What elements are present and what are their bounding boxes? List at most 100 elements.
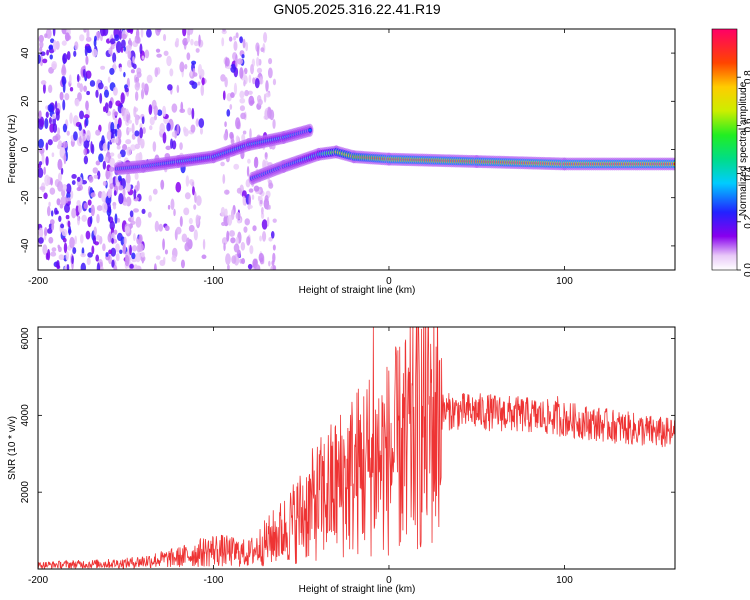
- spectrogram-noise-cell: [136, 244, 142, 253]
- spectrogram-noise-cell: [135, 216, 142, 228]
- spectrogram-noise-cell: [159, 122, 166, 135]
- spectrogram-noise-cell: [239, 105, 246, 112]
- spectrogram-noise-cell: [51, 60, 58, 70]
- spectrogram-noise-cell: [248, 95, 255, 107]
- spectrogram-noise-cell: [117, 175, 122, 182]
- spectrogram-noise-cell: [222, 90, 226, 101]
- spectrogram-noise-cell: [107, 76, 111, 83]
- spectrogram-noise-cell: [126, 44, 132, 52]
- spectrogram-noise-cell: [109, 67, 115, 75]
- spectrogram-noise-cell: [181, 233, 188, 243]
- spectrogram-panel: -200 -100 0 100 40 20 0 -20 -40 Height of strai…: [7, 28, 676, 296]
- spectrogram-noise-cell: [100, 266, 104, 270]
- spectrogram-noise-cell: [221, 237, 228, 245]
- spectrogram-noise-cell: [272, 252, 276, 263]
- spectrogram-noise-cell: [188, 224, 195, 232]
- spectrogram-noise-cell: [83, 148, 87, 156]
- spectrogram-noise-cell: [240, 241, 246, 251]
- spectrogram-noise-cell: [56, 143, 62, 150]
- spectrogram-noise-cell: [39, 46, 43, 52]
- spectrogram-noise-cell: [132, 208, 139, 213]
- spectrogram-noise-cell: [105, 169, 111, 180]
- spectrogram-noise-cell: [85, 70, 92, 79]
- spectrogram-noise-cell: [95, 89, 99, 99]
- spectrogram-noise-cell: [94, 241, 100, 246]
- spectrogram-noise-cell: [68, 228, 72, 234]
- spectrogram-noise-cell: [134, 114, 139, 126]
- spectrogram-noise-cell: [249, 245, 254, 255]
- spectrogram-noise-cell: [141, 116, 145, 125]
- spectrogram-noise-cell: [248, 194, 252, 207]
- spectrogram-noise-cell: [43, 166, 46, 175]
- spectrogram-noise-cell: [235, 117, 241, 130]
- spectrogram-noise-cell: [66, 197, 72, 202]
- spectrogram-noise-cell: [85, 230, 91, 240]
- spectrogram-noise-cell: [45, 111, 49, 119]
- spectrogram-noise-cell: [230, 139, 235, 145]
- spectrogram-noise-cell: [123, 46, 126, 52]
- spectrogram-noise-cell: [264, 194, 269, 203]
- spectrogram-noise-cell: [42, 244, 48, 255]
- spectrogram-noise-cell: [73, 131, 78, 141]
- spectrogram-noise-cell: [170, 138, 174, 149]
- spectrogram-noise-cell: [164, 225, 170, 232]
- spectrogram-noise-cell: [153, 263, 157, 270]
- colorbar-tick-label: 0.6: [743, 118, 750, 132]
- spectrogram-noise-cell: [90, 192, 96, 198]
- spectrogram-noise-cell: [239, 67, 244, 79]
- spectrogram-noise-cell: [86, 130, 91, 142]
- spectrogram-noise-cell: [268, 58, 273, 65]
- spectrogram-noise-cell: [52, 29, 56, 37]
- spectrogram-noise-cell: [118, 185, 124, 191]
- spectrogram-noise-cell: [91, 245, 95, 255]
- spectrogram-noise-cell: [133, 189, 137, 200]
- spectrogram-noise-cell: [224, 208, 228, 217]
- spectrogram-noise-cell: [118, 29, 123, 40]
- spectrogram-noise-cell: [225, 253, 231, 265]
- spectrogram-noise-cell: [233, 243, 240, 253]
- spectrogram-noise-cell: [242, 38, 246, 49]
- spectrogram-noise-cell: [141, 55, 145, 60]
- spectrogram-noise-cell: [132, 233, 136, 242]
- spectrogram-noise-cell: [199, 127, 204, 135]
- spectrogram-noise-cell: [141, 208, 146, 214]
- spectrogram-noise-cell: [107, 214, 111, 222]
- spectrogram-noise-cell: [235, 236, 239, 246]
- spectrogram-noise-cell: [40, 80, 47, 85]
- spectrogram-noise-cell: [121, 106, 125, 117]
- spectrogram-noise-cell: [100, 65, 106, 70]
- spectrogram-noise-cell: [126, 113, 129, 122]
- spectrogram-noise-cell: [111, 237, 114, 244]
- spectrogram-noise-cell: [228, 36, 233, 42]
- spectrogram-noise-cell: [175, 226, 182, 235]
- spectrogram-noise-cell: [113, 111, 119, 116]
- spectrogram-noise-cell: [126, 146, 132, 156]
- spectrogram-noise-cell: [194, 191, 197, 204]
- spectrogram-noise-cell: [63, 153, 67, 165]
- spectrogram-noise-cell: [56, 264, 61, 269]
- spectrogram-noise-cell: [122, 187, 126, 198]
- spectrogram-noise-cell: [182, 37, 189, 46]
- spectrogram-noise-cell: [57, 172, 63, 182]
- spectrogram-y-label: Frequency (Hz): [7, 115, 18, 184]
- spectrogram-noise-cell: [38, 138, 44, 149]
- spectrogram-noise-cell: [267, 67, 273, 79]
- spectrogram-noise-cell: [66, 263, 70, 270]
- spectrogram-noise-cell: [42, 83, 46, 94]
- spectrogram-noise-cell: [272, 118, 276, 129]
- spectrogram-noise-cell: [77, 92, 82, 102]
- spectrogram-noise-cell: [128, 119, 132, 124]
- spectrogram-noise-cell: [50, 177, 53, 186]
- spectrogram-noise-cell: [112, 52, 117, 63]
- spectrogram-noise-cell: [60, 167, 64, 175]
- spectrogram-noise-cell: [72, 247, 77, 254]
- snr-y-ticks: 6000 4000 2000: [20, 327, 675, 503]
- spectrogram-noise-cell: [241, 190, 247, 199]
- spectrogram-noise-cell: [244, 89, 249, 97]
- spectrogram-noise-cell: [245, 41, 249, 52]
- spectrogram-noise-cell: [106, 202, 112, 213]
- spectrogram-noise-cell: [121, 33, 127, 40]
- spectrogram-noise-cell: [110, 137, 116, 144]
- spectrogram-noise-cell: [103, 89, 110, 98]
- spectrogram-noise-cell: [135, 252, 141, 263]
